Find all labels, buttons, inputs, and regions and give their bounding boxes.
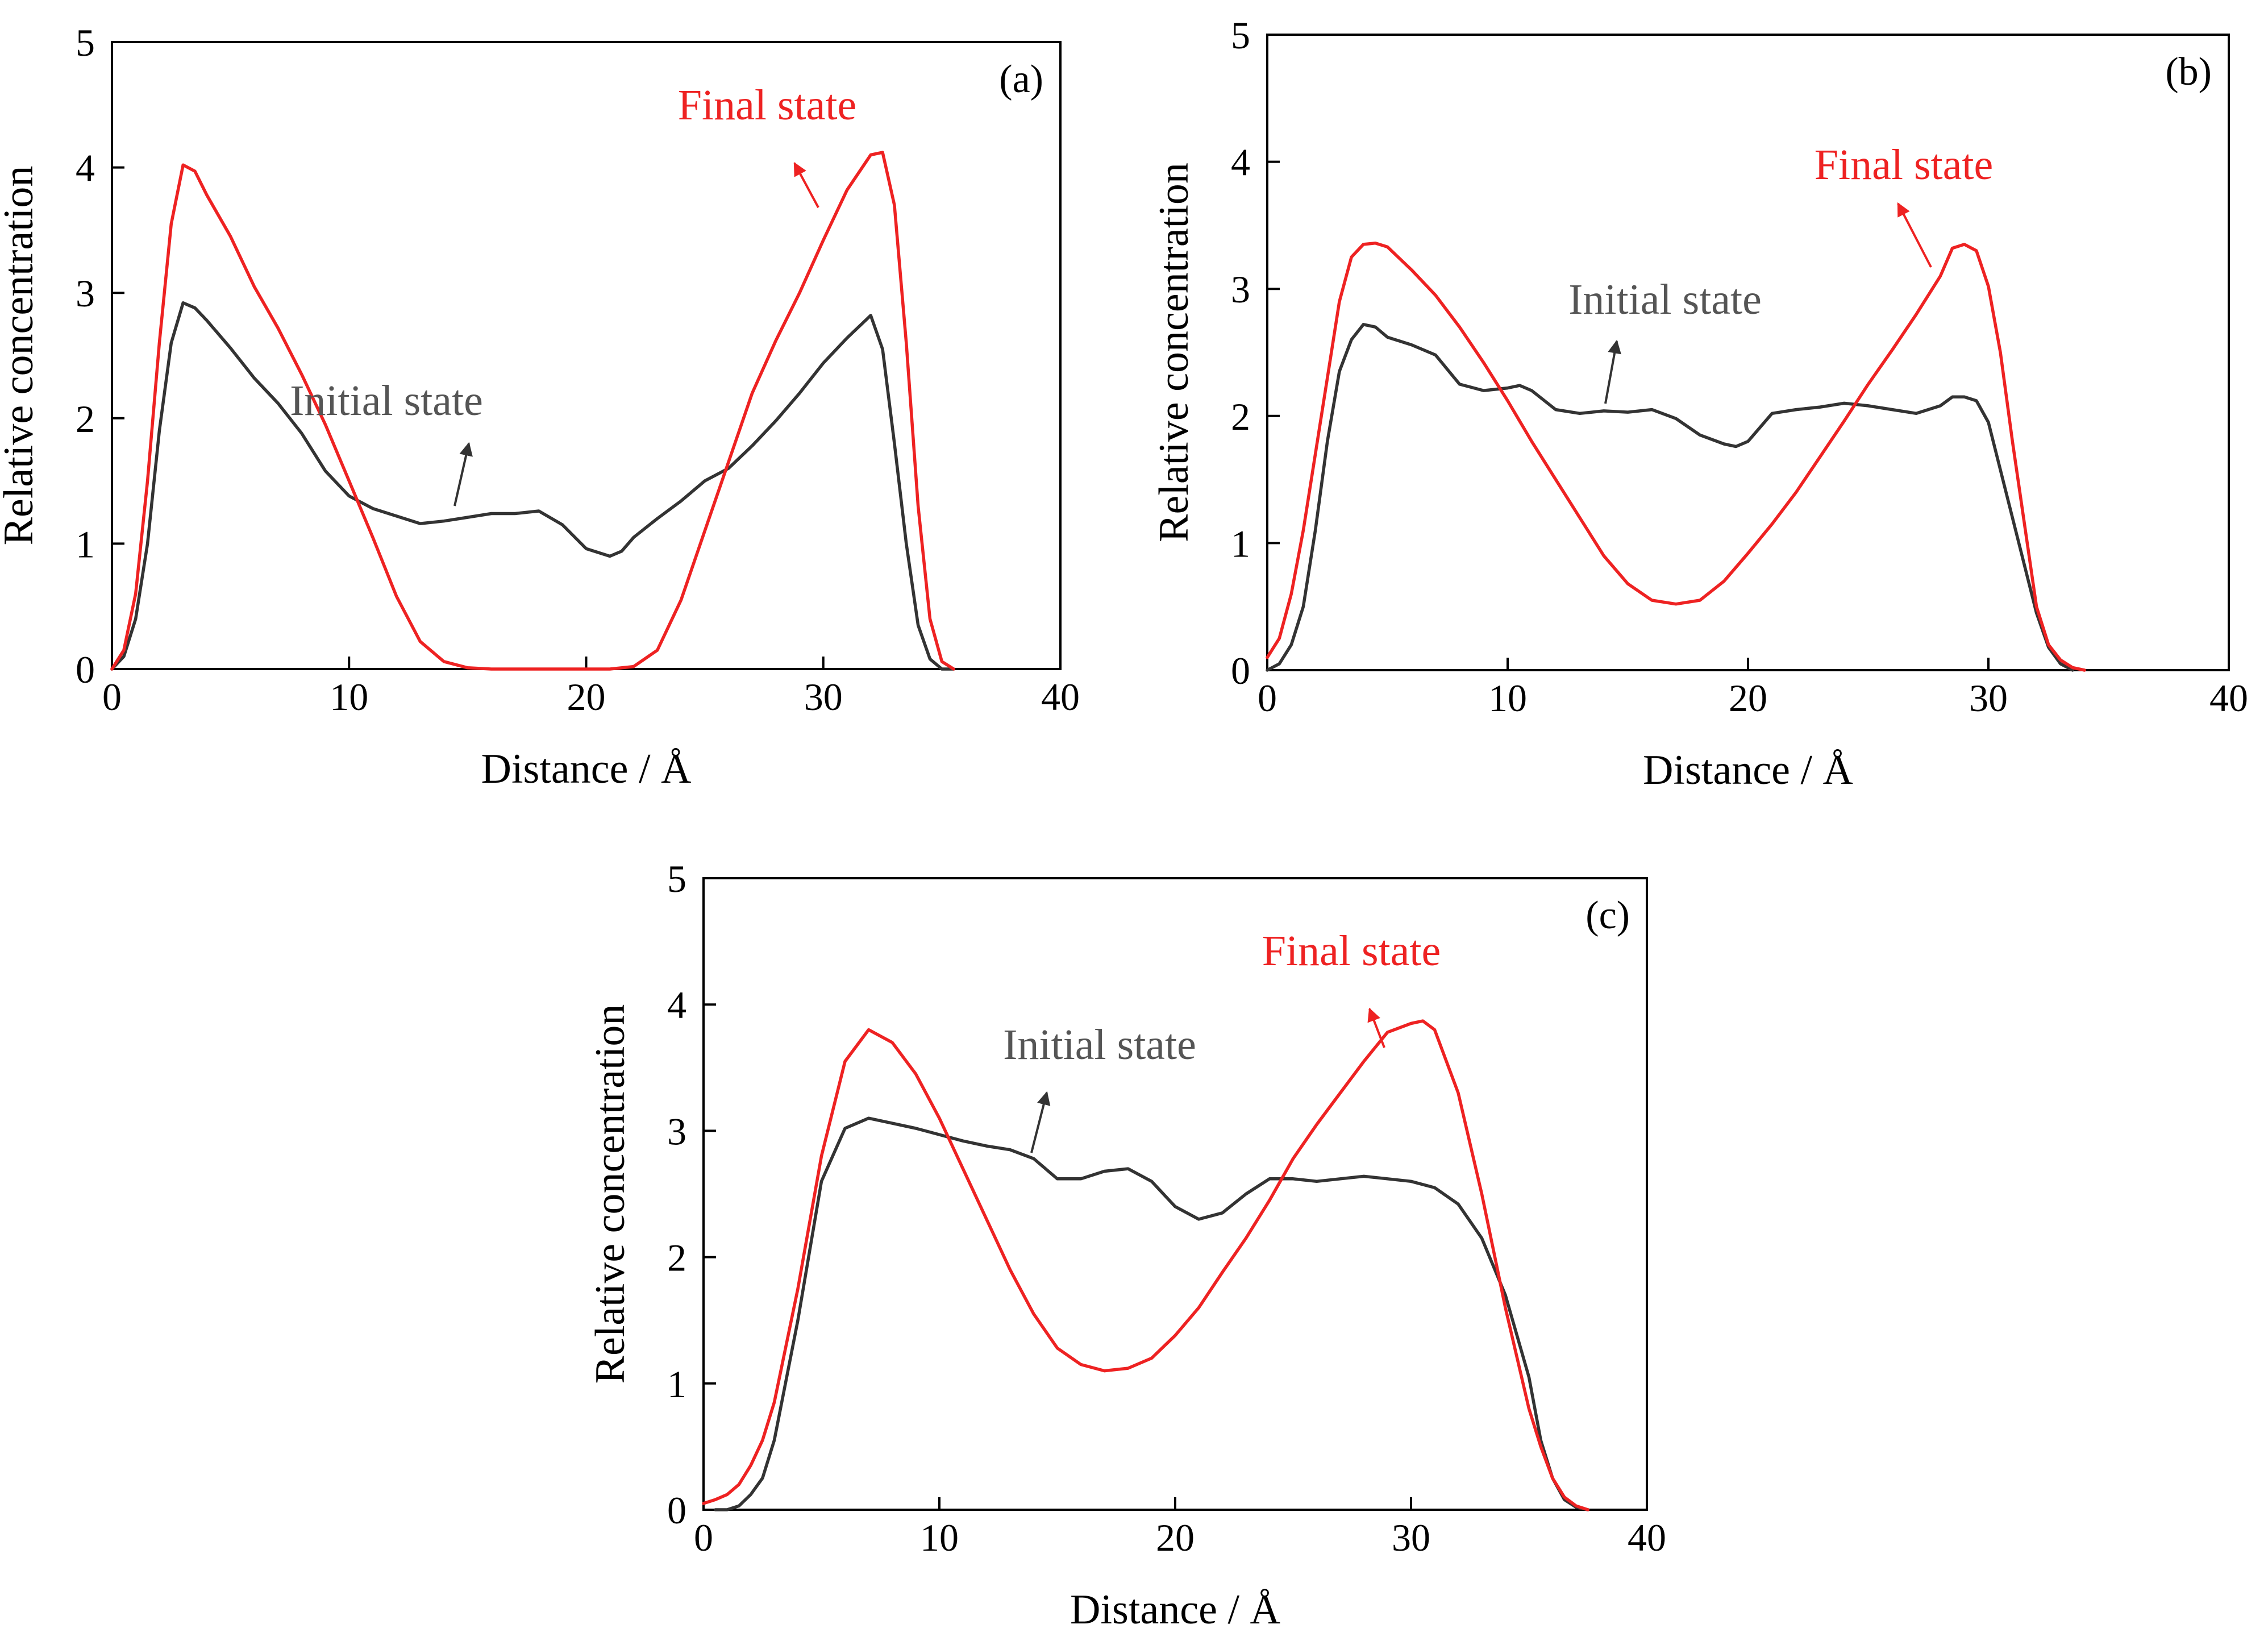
- panel-label: (c): [1585, 894, 1630, 937]
- x-tick-label: 30: [1969, 676, 2008, 720]
- series-line-initial-state: [1266, 323, 2074, 672]
- annotation-initial-state: Initial state: [1003, 1021, 1196, 1069]
- y-tick-label: 0: [76, 648, 95, 691]
- series-line-final-state: [110, 151, 955, 671]
- series-line-final-state: [702, 1019, 1590, 1511]
- x-tick-label: 20: [1156, 1516, 1195, 1559]
- y-tick-label: 1: [1231, 522, 1250, 565]
- plot-frame: [111, 41, 1062, 670]
- x-axis-title: Distance / Å: [1070, 1586, 1280, 1633]
- y-tick-label: 3: [667, 1110, 686, 1153]
- chart-panel-c: 0 10 20 30 40 0 1 2 3 4 5 Distance / Å Relative conc…: [587, 857, 1666, 1633]
- y-axis-title: Relative concentration: [1151, 163, 1197, 542]
- annotation-arrow-final: [793, 161, 819, 208]
- y-tick-label: 5: [1231, 14, 1250, 57]
- x-tick-label: 10: [920, 1516, 959, 1559]
- y-tick-label: 0: [1231, 649, 1250, 692]
- series-line-initial-state: [110, 301, 955, 671]
- plot-frame: [702, 877, 1648, 1511]
- y-tick-label: 4: [76, 147, 95, 190]
- x-tick-label: 10: [1488, 676, 1527, 720]
- y-tick-label: 4: [667, 983, 686, 1027]
- x-tick-label: 40: [1041, 675, 1080, 718]
- x-axis-title: Distance / Å: [481, 746, 692, 792]
- x-tick-label: 30: [1392, 1516, 1430, 1559]
- x-tick-label: 30: [804, 675, 843, 718]
- annotation-arrow-final: [1367, 1007, 1385, 1048]
- y-tick-label: 1: [667, 1363, 686, 1406]
- x-tick-label: 10: [330, 675, 368, 718]
- y-tick-label: 2: [667, 1236, 686, 1280]
- y-tick-label: 0: [667, 1489, 686, 1532]
- y-tick-label: 5: [667, 857, 686, 900]
- y-tick-label: 3: [1231, 268, 1250, 311]
- panel-label: (b): [2165, 50, 2212, 94]
- annotation-arrow-initial: [1030, 1091, 1051, 1153]
- annotation-final-state: Final state: [678, 81, 857, 129]
- y-tick-label: 1: [76, 522, 95, 566]
- chart-panel-a: 0 10 20 30 40 0 1 2 3 4 5 Distance / Å Relative conc…: [0, 21, 1080, 792]
- annotation-final-state: Final state: [1262, 927, 1441, 975]
- x-tick-label: 40: [2209, 676, 2248, 720]
- x-tick-label: 20: [1729, 676, 1767, 720]
- series-line-final-state: [1266, 241, 2086, 672]
- annotation-final-state: Final state: [1815, 141, 1994, 189]
- x-tick-label: 0: [694, 1516, 713, 1559]
- chart-panel-b: 0 10 20 30 40 0 1 2 3 4 5 Distance / Å Relative conc…: [1151, 14, 2248, 794]
- y-axis-title: Relative concentration: [587, 1004, 634, 1384]
- y-axis-title: Relative concentration: [0, 166, 42, 546]
- y-tick-label: 4: [1231, 141, 1250, 184]
- plot-frame: [1266, 34, 2230, 671]
- panel-label: (a): [999, 57, 1043, 101]
- annotation-arrow-initial: [453, 442, 473, 506]
- annotation-arrow-final: [1897, 202, 1932, 268]
- annotation-initial-state: Initial state: [1568, 276, 1762, 323]
- annotation-arrow-initial: [1604, 339, 1621, 404]
- y-tick-label: 2: [1231, 395, 1250, 438]
- x-tick-label: 0: [1258, 676, 1277, 720]
- annotation-initial-state: Initial state: [290, 377, 483, 425]
- x-tick-label: 40: [1628, 1516, 1666, 1559]
- x-axis-title: Distance / Å: [1643, 747, 1853, 794]
- x-tick-label: 0: [102, 675, 122, 718]
- y-tick-label: 5: [76, 21, 95, 64]
- series-line-initial-state: [714, 1116, 1590, 1511]
- y-tick-label: 3: [76, 272, 95, 315]
- x-tick-label: 20: [567, 675, 606, 718]
- y-tick-label: 2: [76, 397, 95, 441]
